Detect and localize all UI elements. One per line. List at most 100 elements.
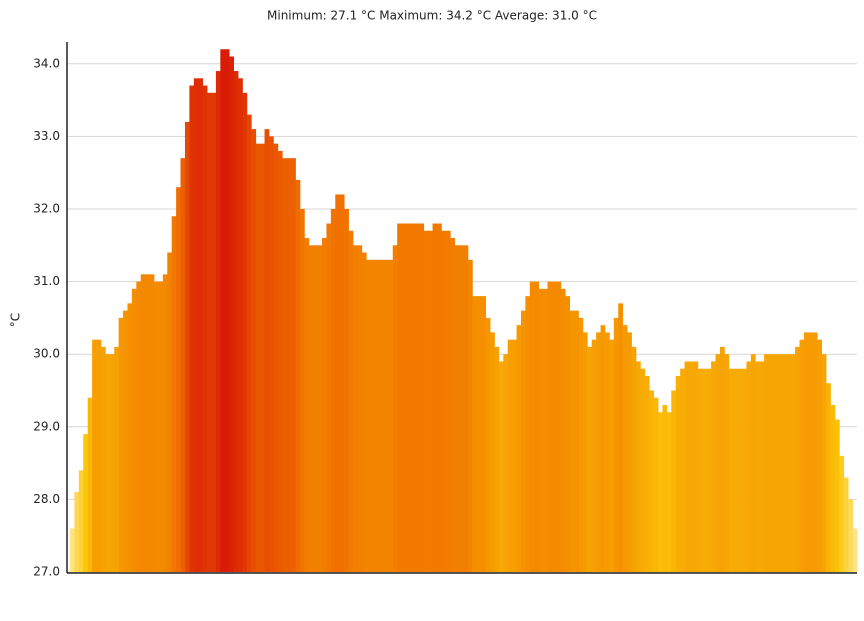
bar [786, 354, 792, 572]
bar [366, 259, 372, 572]
bar [220, 49, 226, 573]
bar [100, 346, 106, 572]
bar [211, 92, 217, 573]
y-axis-label: °C [9, 313, 23, 327]
bar [154, 281, 159, 572]
bar [410, 223, 416, 573]
bar [313, 245, 318, 573]
bar [520, 310, 526, 572]
bar [777, 354, 783, 572]
bars [70, 49, 858, 573]
bar [724, 354, 730, 572]
bar [693, 361, 699, 572]
bar [764, 354, 769, 572]
bar [441, 230, 447, 572]
bar [454, 245, 460, 573]
bar [538, 288, 544, 572]
bar [322, 238, 327, 572]
bar [565, 296, 571, 572]
bar [326, 223, 332, 573]
y-tick-label: 30.0 [33, 347, 60, 361]
bar [423, 230, 429, 572]
bar [556, 281, 562, 572]
bar [445, 230, 451, 572]
bar [202, 85, 208, 572]
bar [291, 158, 296, 573]
bar [397, 223, 403, 573]
bar [653, 397, 659, 572]
bar [74, 492, 80, 572]
bar [812, 332, 818, 572]
bar [83, 434, 89, 572]
bar [238, 78, 243, 573]
bar [308, 245, 314, 573]
bar [414, 223, 420, 573]
bar [649, 390, 655, 572]
bar [251, 129, 257, 572]
bar [344, 208, 349, 572]
bar [392, 245, 398, 573]
bar [149, 274, 155, 572]
bar [826, 383, 831, 572]
bar [118, 317, 124, 572]
bar [569, 310, 575, 572]
bar [808, 332, 814, 572]
bar [591, 339, 597, 572]
bar [459, 245, 464, 573]
bar [193, 78, 199, 573]
bar [688, 361, 694, 572]
bar [839, 455, 845, 572]
bar [715, 354, 721, 572]
axes [66, 42, 857, 574]
bar [755, 361, 761, 572]
bar [96, 339, 102, 572]
bar [463, 245, 469, 573]
bar [534, 281, 540, 572]
bar [551, 281, 557, 572]
bar [512, 339, 517, 572]
bar [127, 303, 133, 572]
bar [622, 325, 628, 572]
bar [277, 150, 283, 572]
bar [242, 92, 248, 573]
bar [260, 143, 265, 572]
bar [587, 346, 593, 572]
bar [176, 187, 181, 572]
bar [140, 274, 146, 572]
bar [490, 332, 495, 572]
bar [543, 288, 548, 572]
bar [618, 303, 624, 572]
bar [613, 317, 619, 572]
bar [357, 245, 363, 573]
bar [233, 71, 239, 572]
bar [198, 78, 204, 573]
bar [795, 346, 800, 572]
bar [317, 245, 323, 573]
bar [299, 208, 305, 572]
bar [450, 238, 456, 572]
bar [516, 325, 522, 572]
bar [348, 230, 354, 572]
bar [207, 92, 212, 573]
y-tick-label: 33.0 [33, 129, 60, 143]
bar [799, 339, 805, 572]
bar [432, 223, 438, 573]
bar [547, 281, 553, 572]
bar [352, 245, 358, 573]
bar [282, 158, 288, 573]
bar [772, 354, 778, 572]
bar [781, 354, 787, 572]
bar [109, 354, 115, 572]
chart-title: Minimum: 27.1 °C Maximum: 34.2 °C Averag… [267, 9, 597, 23]
bar [335, 194, 341, 572]
bar [525, 296, 531, 572]
bar [627, 332, 632, 572]
bar [383, 259, 389, 572]
bar [229, 56, 234, 572]
bar [719, 346, 725, 572]
bar [114, 346, 120, 572]
bar [145, 274, 150, 572]
bar [498, 361, 504, 572]
bar [92, 339, 97, 572]
